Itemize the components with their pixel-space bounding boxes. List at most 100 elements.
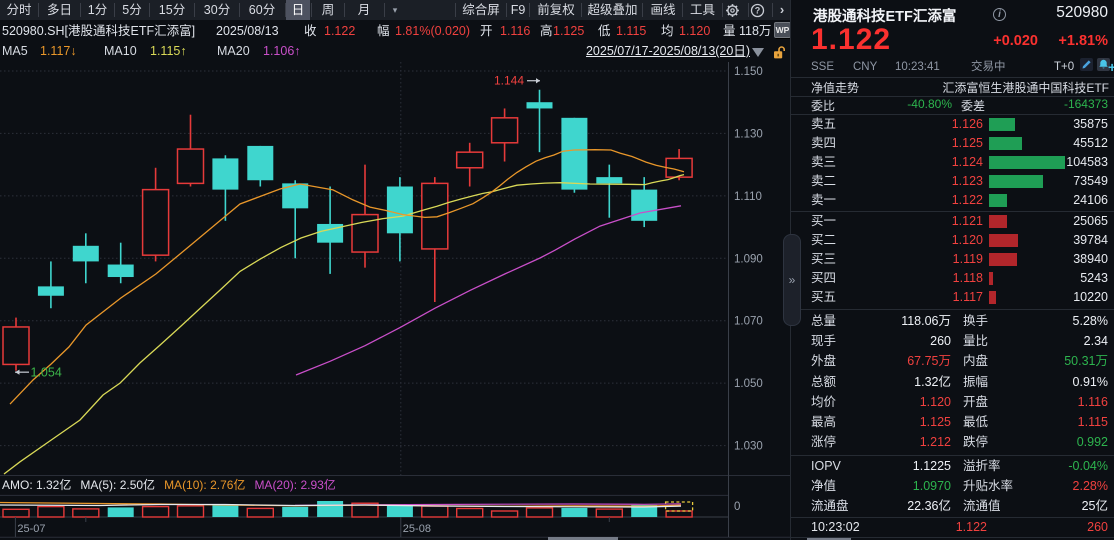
ask-row-qty: 24106 [1073,193,1108,208]
stat-row-label2: 跌停 [963,435,989,450]
candle[interactable] [247,145,274,187]
chevron-down-icon[interactable] [752,48,764,57]
candle-body-up [2,326,30,366]
toolbar-forward-adjust-button[interactable]: 前复权 [537,3,575,17]
candle[interactable] [2,317,30,371]
volume-zero-label: 0 [734,501,740,513]
candle[interactable] [561,117,588,193]
divider [455,3,456,17]
stat2-row-value1: 22.36亿 [907,499,951,514]
unlock-icon[interactable] [771,45,786,60]
wp-plugin-badge[interactable]: WP [774,22,791,38]
candle[interactable] [386,177,413,262]
trading-status: 交易中 [971,61,1006,73]
divider [791,210,1114,212]
stat-row-label2: 内盘 [963,354,989,369]
stat-row-value2: 50.31万 [1064,354,1108,369]
stat-row-value2: 1.115 [1077,415,1108,429]
stat-row-label1: 最高 [811,415,837,429]
stat-row-value1: 1.32亿 [914,374,951,389]
stat2-row: 流通盘 22.36亿 流通值 25亿 [791,496,1114,516]
candle[interactable] [317,186,344,274]
tab-period-9[interactable]: 周 [321,3,335,17]
price-change-percent: +1.81% [1058,33,1108,49]
stat-row-value1: 67.75万 [907,354,951,369]
toolbar-fullscreen-button[interactable]: 综合屏 [462,3,500,17]
last-price: 1.122 [811,23,892,56]
tab-period-4[interactable]: 5分 [122,3,142,17]
question-circle-icon[interactable]: ? [750,3,765,18]
tab-period-5[interactable]: 15分 [158,3,186,17]
stat-row: 总量 118.06万 换手 5.28% [791,311,1114,331]
panel-collapse-handle[interactable]: » [783,234,801,326]
expand-toolbar-icon[interactable]: › [779,2,785,17]
low-value: 1.115 [616,24,647,38]
toolbar-overlay-button[interactable]: 超级叠加 [587,3,638,17]
bid-row-label: 买三 [811,251,837,266]
ma-line-ma10 [3,173,685,475]
stat2-row-label2: 升贴水率 [963,479,1014,494]
weicha-value: -164373 [1063,97,1108,111]
volume-bar-down [317,501,344,517]
bid-row-qty: 38940 [1073,251,1108,266]
stat2-row-label1: 流通盘 [811,499,849,514]
toolbar-f9-button[interactable]: F9 [510,3,526,17]
candle[interactable] [351,164,379,268]
volume-ma10-legend: MA(10): 2.76亿 [164,478,246,492]
info-icon[interactable]: i [993,8,1006,21]
candle[interactable] [665,149,693,181]
candle[interactable] [212,155,239,221]
toolbar-draw-line-button[interactable]: 画线 [650,3,676,17]
candle[interactable] [176,114,205,187]
add-icon[interactable]: + [1108,59,1114,75]
candlestick-chart[interactable]: 1.150 1.130 1.110 1.090 1.070 1.050 1.030 1.144… [0,60,790,540]
candle[interactable] [631,177,658,228]
stat2-row-label1: 净值 [811,479,837,494]
volume-bar-up [595,508,623,518]
stat2-row-value2: 25亿 [1081,499,1108,514]
tab-period-8[interactable]: 日 [286,0,310,20]
volume-bar-up [490,510,519,518]
candle[interactable] [141,167,170,262]
ma10-value: 1.115↑ [150,44,187,58]
nav-trend-label[interactable]: 净值走势 [811,81,860,95]
tab-period-2[interactable]: 多日 [46,3,72,17]
toolbar-tools-button[interactable]: 工具 [689,3,715,17]
chart-period-toolbar: 分时 多日 1分 5分 15分 30分 60分日周 月 ▾ 综合屏 F9 前复权 超级叠加 画线 工具? › [0,0,790,20]
candle[interactable] [107,242,134,284]
gear-icon[interactable] [725,3,740,18]
tab-period-10[interactable]: 月 [357,3,371,17]
bid-row-bar [989,233,1018,247]
candle[interactable] [37,261,64,309]
stat-row-label1: 总量 [811,314,837,328]
bid-row-price: 1.117 [952,290,983,304]
tab-period-1[interactable]: 分时 [6,3,32,17]
candle[interactable] [490,108,519,162]
price-change: +0.020 [993,33,1038,49]
candle[interactable] [596,164,623,218]
divider [506,3,507,17]
stat-row-label2: 最低 [963,415,989,429]
ma-legend-bar: 2025/07/17-2025/08/13(20日) MA5 1.117↓ MA10… [0,41,790,62]
candle[interactable] [526,89,553,153]
candle[interactable] [282,180,309,259]
bid-row: 买二 1.120 39784 [791,231,1114,250]
edit-icon[interactable] [1080,58,1093,71]
tab-period-3[interactable]: 1分 [87,3,108,17]
candle[interactable] [455,142,484,187]
stat2-row-label1: IOPV [811,459,841,473]
candle-body-down [526,102,553,109]
tab-period-6[interactable]: 30分 [203,3,231,17]
tab-period-7[interactable]: 60分 [248,3,276,17]
bell-icon[interactable] [1097,58,1110,71]
date-range-link[interactable]: 2025/07/17-2025/08/13(20日) [585,44,750,58]
candle[interactable] [421,177,449,302]
volume-legend-bar: AMO: 1.32亿 MA(5): 2.50亿 MA(10): 2.76亿 MA(20… [2,477,728,494]
open-value: 1.116 [500,24,531,38]
stat-row-label1: 涨停 [811,435,837,450]
ask-row: 卖一 1.122 24106 [791,191,1114,210]
svg-text:?: ? [755,6,761,16]
period-dropdown-icon[interactable]: ▾ [392,5,398,15]
candle[interactable] [72,233,99,284]
low-label: 低 [598,24,611,38]
